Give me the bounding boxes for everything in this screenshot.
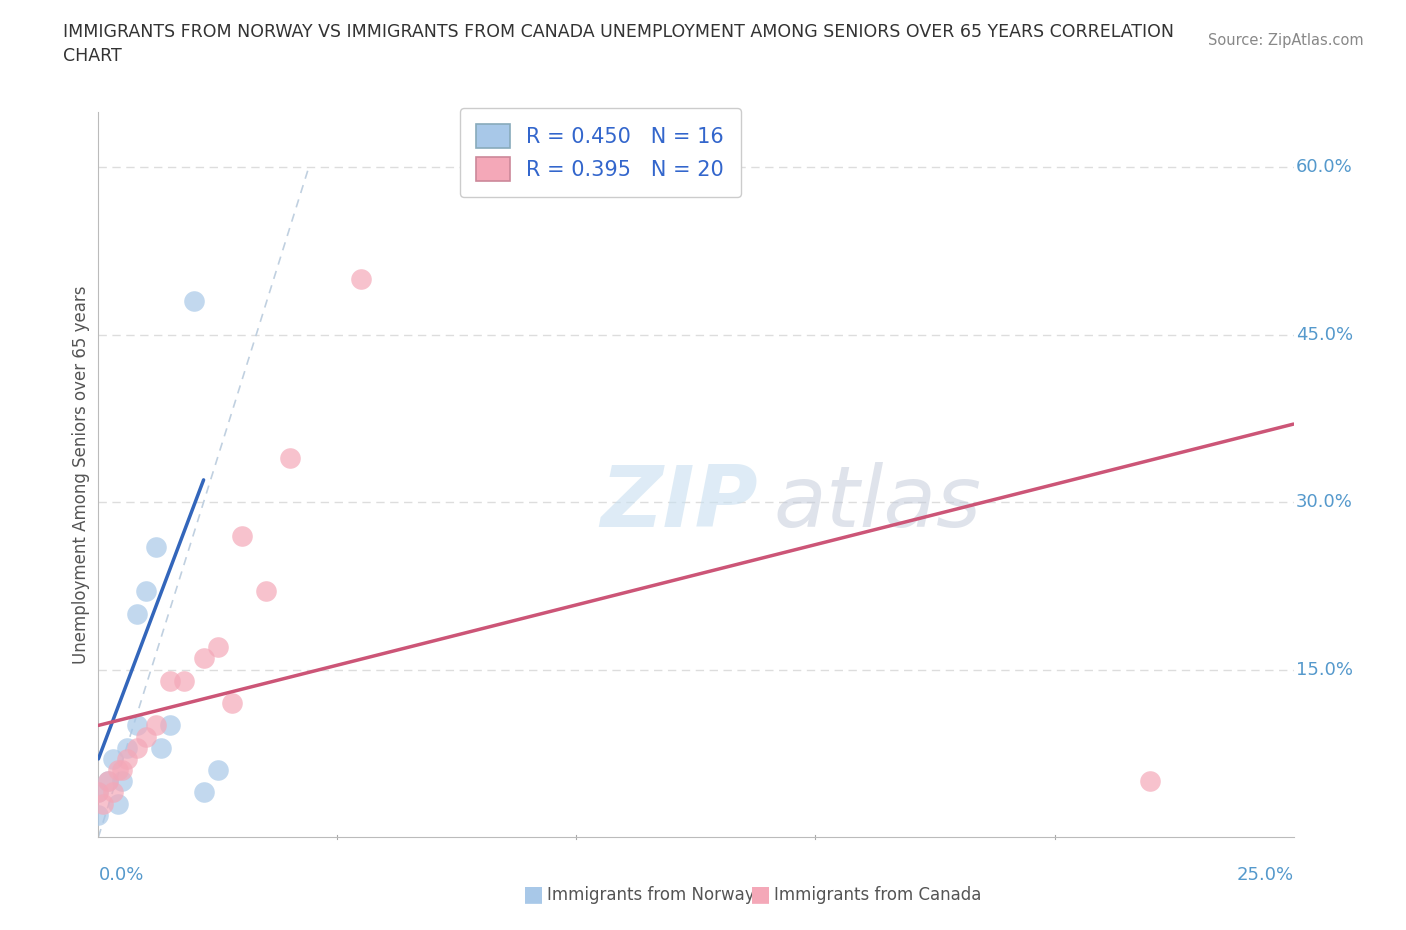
Point <box>87 785 110 800</box>
Point <box>350 272 373 286</box>
Text: ZIP: ZIP <box>600 462 758 545</box>
Point <box>159 673 181 688</box>
Point <box>207 640 229 655</box>
Point <box>101 785 124 800</box>
Text: ■: ■ <box>523 884 544 904</box>
Legend: R = 0.450   N = 16, R = 0.395   N = 20: R = 0.450 N = 16, R = 0.395 N = 20 <box>460 108 741 197</box>
Point <box>159 718 181 733</box>
Point <box>254 584 277 599</box>
Text: 30.0%: 30.0% <box>1296 493 1353 512</box>
Text: 45.0%: 45.0% <box>1296 326 1353 344</box>
Point <box>221 696 243 711</box>
Point <box>91 796 114 811</box>
Text: 15.0%: 15.0% <box>1296 660 1353 679</box>
Point <box>115 740 138 755</box>
Text: 25.0%: 25.0% <box>1236 866 1294 884</box>
Point <box>97 774 120 789</box>
Point <box>107 796 129 811</box>
Point <box>278 450 301 465</box>
Point <box>107 763 129 777</box>
Point <box>125 718 148 733</box>
Point <box>193 651 215 666</box>
Point <box>111 763 134 777</box>
Point <box>145 718 167 733</box>
Point <box>97 774 120 789</box>
Point <box>87 785 110 800</box>
Point <box>101 751 124 766</box>
Text: ■: ■ <box>749 884 770 904</box>
Text: atlas: atlas <box>773 462 981 545</box>
Point <box>173 673 195 688</box>
Text: 60.0%: 60.0% <box>1296 158 1353 177</box>
Point <box>207 763 229 777</box>
Text: Immigrants from Canada: Immigrants from Canada <box>773 886 981 904</box>
Point <box>125 740 148 755</box>
Point <box>231 528 253 543</box>
Point <box>87 807 110 822</box>
Point <box>183 294 205 309</box>
Point <box>145 539 167 554</box>
Point <box>193 785 215 800</box>
Text: IMMIGRANTS FROM NORWAY VS IMMIGRANTS FROM CANADA UNEMPLOYMENT AMONG SENIORS OVER: IMMIGRANTS FROM NORWAY VS IMMIGRANTS FRO… <box>63 23 1174 65</box>
Point <box>111 774 134 789</box>
Text: 0.0%: 0.0% <box>98 866 143 884</box>
Point <box>1139 774 1161 789</box>
Text: Source: ZipAtlas.com: Source: ZipAtlas.com <box>1208 33 1364 47</box>
Point <box>115 751 138 766</box>
Point <box>125 606 148 621</box>
Point <box>135 729 157 744</box>
Y-axis label: Unemployment Among Seniors over 65 years: Unemployment Among Seniors over 65 years <box>72 286 90 663</box>
Text: Immigrants from Norway: Immigrants from Norway <box>547 886 754 904</box>
Point <box>149 740 172 755</box>
Point <box>135 584 157 599</box>
